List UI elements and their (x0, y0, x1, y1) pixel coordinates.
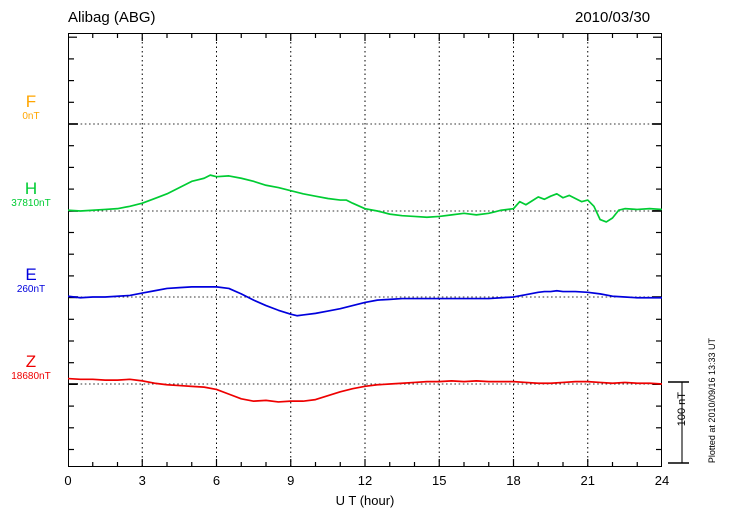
page-title: Alibag (ABG) (68, 9, 156, 26)
component-letter-h: H (24, 179, 38, 198)
component-label-z: Z 18680nT (0, 353, 62, 383)
magnetogram-traces (68, 33, 662, 467)
component-letter-e: E (25, 265, 37, 284)
component-baseline-f: 0nT (22, 111, 40, 122)
component-letter-z: Z (25, 352, 37, 371)
scale-bar-label: 100 nT (676, 392, 688, 427)
scale-bar (668, 381, 689, 464)
component-label-h: H 37810nT (0, 180, 62, 210)
x-tick-label: 9 (287, 473, 295, 488)
component-label-f: F 0nT (0, 93, 62, 123)
component-baseline-h: 37810nT (11, 198, 51, 209)
x-tick-label: 24 (654, 473, 670, 488)
observation-date: 2010/03/30 (575, 9, 651, 26)
x-tick-label: 18 (506, 473, 521, 488)
component-label-e: E 260nT (0, 266, 62, 296)
x-tick-label: 12 (357, 473, 373, 488)
plotted-at-timestamp: Plotted at 2010/09/16 13:33 UT (707, 338, 717, 464)
component-letter-f: F (25, 92, 37, 111)
x-tick-label: 3 (138, 473, 146, 488)
x-tick-label: 15 (432, 473, 447, 488)
component-baseline-z: 18680nT (11, 371, 51, 382)
component-baseline-e: 260nT (16, 284, 46, 295)
x-axis-title: U T (hour) (335, 493, 395, 508)
x-tick-label: 21 (580, 473, 595, 488)
x-tick-label: 0 (64, 473, 72, 488)
x-tick-label: 6 (212, 473, 221, 488)
plot-area (68, 33, 662, 467)
